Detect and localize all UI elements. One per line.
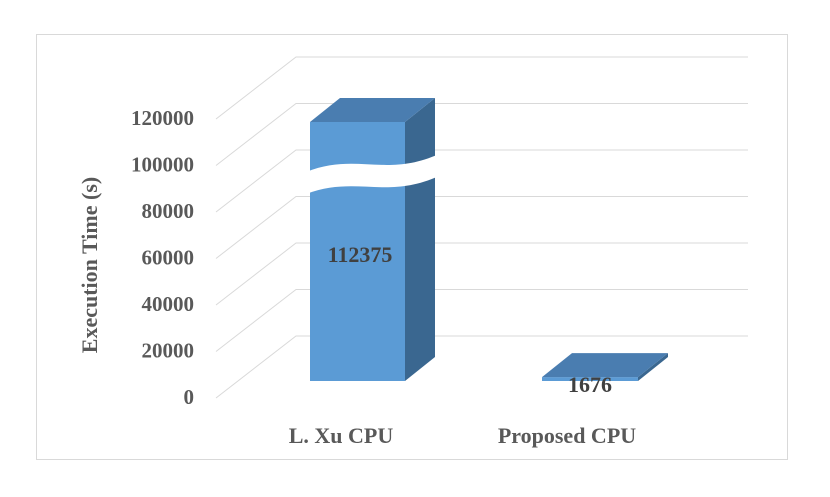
gridline-0 [215,335,748,399]
gridline-1 [215,289,748,352]
gridline-5 [215,103,748,166]
y-tick-label-2: 40000 [142,292,195,316]
gridlines [215,56,748,399]
data-label-1: 1676 [568,372,612,397]
data-labels: 112375 1676 [328,242,612,397]
gridline-4 [215,149,748,213]
axis-break [306,154,439,194]
y-tick-label-0: 0 [184,385,195,409]
y-axis-ticks: 0 20000 40000 60000 80000 100000 120000 [131,106,194,409]
y-tick-label-4: 80000 [142,199,195,223]
y-axis-title: Execution Time (s) [77,177,102,353]
bar-1-front [542,377,638,381]
gridline-3 [215,196,748,259]
gridline-6 [215,56,748,120]
category-label-0: L. Xu CPU [289,423,394,448]
category-label-1: Proposed CPU [498,423,636,448]
data-label-0: 112375 [328,242,393,267]
y-tick-label-6: 120000 [131,106,194,130]
y-tick-label-3: 60000 [142,246,195,270]
bar-1 [542,353,668,381]
bar-1-side [638,353,668,381]
bar-0 [310,98,435,381]
gridline-2 [215,242,748,306]
bar-0-top [310,98,435,122]
category-labels: L. Xu CPU Proposed CPU [289,423,637,448]
bar-1-top [542,353,668,378]
bar-0-side [405,98,435,381]
y-tick-label-1: 20000 [142,339,195,363]
y-tick-label-5: 100000 [131,153,194,177]
bars [306,98,668,381]
